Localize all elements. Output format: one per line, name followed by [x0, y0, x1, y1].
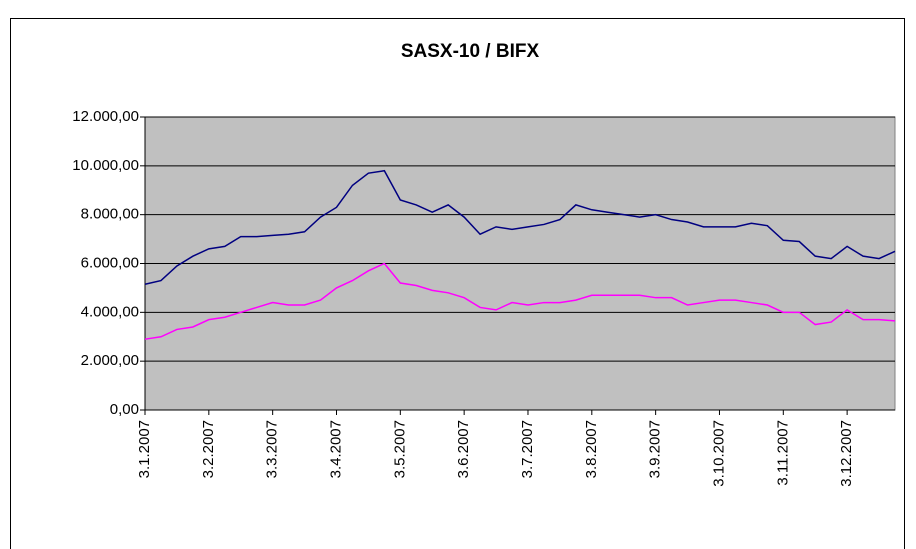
chart-title: SASX-10 / BIFX [401, 41, 540, 62]
y-tick-label: 12.000,00 [72, 108, 139, 125]
y-tick-label: 10.000,00 [72, 157, 139, 174]
x-tick-label: 3.4.2007 [327, 420, 344, 478]
x-tick-label: 3.10.2007 [710, 420, 727, 487]
x-tick-label: 3.8.2007 [583, 420, 600, 478]
x-tick-label: 3.12.2007 [838, 420, 855, 487]
y-tick-label: 2.000,00 [81, 352, 139, 369]
x-tick-label: 3.6.2007 [455, 420, 472, 478]
y-tick-label: 4.000,00 [81, 303, 139, 320]
y-tick-label: 8.000,00 [81, 206, 139, 223]
x-tick-label: 3.3.2007 [264, 420, 281, 478]
x-tick-label: 3.1.2007 [136, 420, 153, 478]
line-series [144, 262, 896, 340]
x-tick-label: 3.7.2007 [519, 420, 536, 478]
x-tick-label: 3.11.2007 [774, 420, 791, 486]
y-tick-label: 6.000,00 [81, 254, 139, 271]
y-tick-label: 0,00 [110, 401, 139, 418]
x-tick-label: 3.2.2007 [200, 420, 217, 478]
line-series [144, 169, 896, 285]
x-tick-label: 3.5.2007 [391, 420, 408, 478]
x-tick-label: 3.9.2007 [647, 420, 664, 478]
